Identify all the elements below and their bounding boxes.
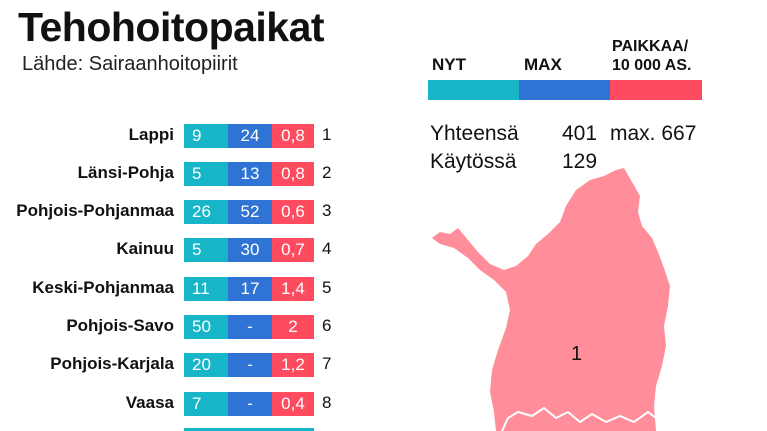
in-use-label: Käytössä — [430, 150, 517, 173]
nyt-cell: 20 — [184, 353, 228, 377]
nyt-cell: 5 — [184, 238, 228, 262]
max-cell: - — [228, 315, 272, 339]
legend-max-label: MAX — [524, 55, 562, 74]
max-cell: 52 — [228, 200, 272, 224]
max-cell: - — [228, 392, 272, 416]
per10k-cell: 1,4 — [272, 277, 314, 301]
table-row: Keski-Pohjanmaa 11 17 1,4 5 — [0, 277, 360, 301]
nyt-cell: 7 — [184, 392, 228, 416]
max-cell: 13 — [228, 162, 272, 186]
region-name: Pohjois-Karjala — [50, 354, 174, 373]
per10k-cell: 0,7 — [272, 238, 314, 262]
table-row: Lappi 9 24 0,8 1 — [0, 124, 360, 148]
table-row: Pohjois-Pohjanmaa 26 52 0,6 3 — [0, 200, 360, 224]
legend-paikkaa-line2: 10 000 AS. — [612, 57, 692, 74]
max-cell: - — [228, 353, 272, 377]
total-max: max. 667 — [610, 122, 697, 145]
nyt-cell: 26 — [184, 200, 228, 224]
table-row: Pohjois-Savo 50 - 2 6 — [0, 315, 360, 339]
per10k-cell: 0,8 — [272, 124, 314, 148]
legend-nyt-label: NYT — [432, 55, 466, 74]
legend-max-swatch — [519, 80, 610, 100]
region-name: Vaasa — [125, 393, 174, 412]
nyt-cell: 50 — [184, 315, 228, 339]
region-name: Pohjois-Savo — [66, 316, 174, 335]
per10k-cell: 0,4 — [272, 392, 314, 416]
region-name: Länsi-Pohja — [77, 163, 174, 182]
region-number: 5 — [322, 278, 332, 297]
border-line — [501, 406, 657, 431]
region-number: 2 — [322, 163, 332, 182]
region-number: 3 — [322, 201, 332, 220]
legend-paikkaa-label: PAIKKAA/ 10 000 AS. — [612, 37, 712, 75]
per10k-cell: 0,8 — [272, 162, 314, 186]
table-row: Kainuu 5 30 0,7 4 — [0, 238, 360, 262]
region-number: 7 — [322, 354, 332, 373]
nyt-cell: 9 — [184, 124, 228, 148]
region-name: Kainuu — [116, 239, 174, 258]
legend-nyt-swatch — [428, 80, 519, 100]
table-row: Länsi-Pohja 5 13 0,8 2 — [0, 162, 360, 186]
max-cell: 24 — [228, 124, 272, 148]
page-title: Tehohoitopaikat — [18, 4, 325, 50]
total-label: Yhteensä — [430, 122, 519, 145]
in-use-value: 129 — [562, 150, 598, 173]
legend-paikkaa-line1: PAIKKAA/ — [612, 38, 689, 55]
region-number: 6 — [322, 316, 332, 335]
region-name: Keski-Pohjanmaa — [32, 278, 174, 297]
total-value: 401 — [562, 122, 598, 145]
nyt-cell: 5 — [184, 162, 228, 186]
max-cell: 17 — [228, 277, 272, 301]
source-label: Lähde: Sairaanhoitopiirit — [22, 53, 238, 75]
next-row-stub — [184, 428, 314, 431]
map-region-label: 1 — [571, 343, 583, 365]
per10k-cell: 2 — [272, 315, 314, 339]
lapland-map — [432, 168, 670, 431]
region-name: Pohjois-Pohjanmaa — [16, 201, 174, 220]
max-cell: 30 — [228, 238, 272, 262]
table-row: Pohjois-Karjala 20 - 1,2 7 — [0, 353, 360, 377]
per10k-cell: 1,2 — [272, 353, 314, 377]
region-number: 4 — [322, 239, 332, 258]
region-lappi-shape — [432, 168, 670, 431]
legend-paikkaa-swatch — [610, 80, 702, 100]
nyt-cell: 11 — [184, 277, 228, 301]
per10k-cell: 0,6 — [272, 200, 314, 224]
table-row: Vaasa 7 - 0,4 8 — [0, 392, 360, 416]
region-number: 1 — [322, 125, 332, 144]
region-number: 8 — [322, 393, 332, 412]
region-name: Lappi — [128, 125, 174, 144]
